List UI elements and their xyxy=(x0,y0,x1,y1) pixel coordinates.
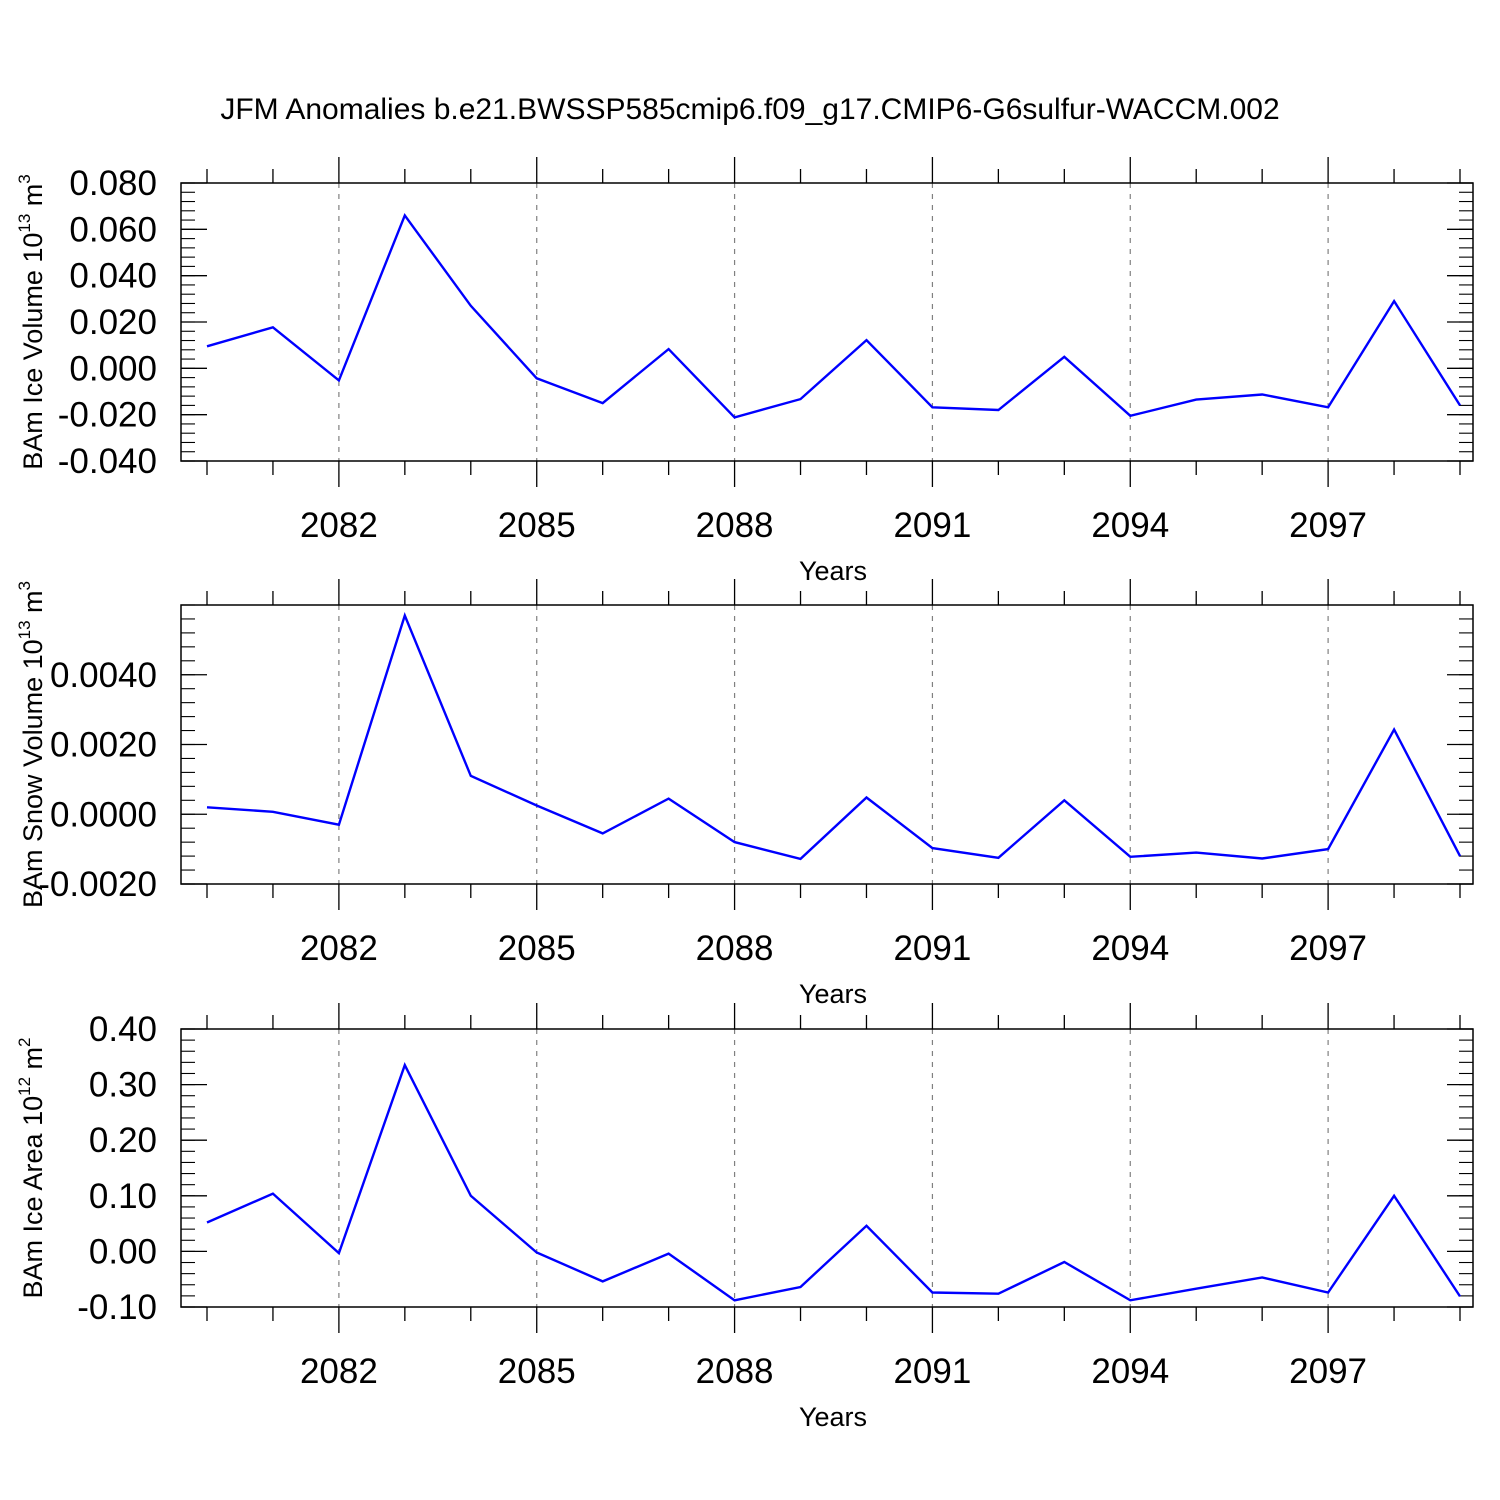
y-tick-label: -0.020 xyxy=(58,396,157,435)
x-tick-label: 2091 xyxy=(893,929,971,968)
x-tick-label: 2085 xyxy=(498,929,576,968)
x-tick-label: 2097 xyxy=(1289,1352,1367,1391)
y-tick-label: 0.30 xyxy=(89,1066,157,1105)
x-tick-label: 2091 xyxy=(893,506,971,545)
x-tick-label: 2094 xyxy=(1091,1352,1169,1391)
y-tick-label: 0.020 xyxy=(69,303,157,342)
y-tick-label: -0.10 xyxy=(77,1288,157,1327)
y-tick-label: 0.000 xyxy=(69,349,157,388)
y-tick-label: 0.0040 xyxy=(50,656,157,695)
y-tick-label: 0.20 xyxy=(89,1121,157,1160)
series-line xyxy=(206,611,1462,861)
y-axis-label: BAm Ice Area 1012 m2 xyxy=(15,1038,48,1299)
y-tick-label: -0.040 xyxy=(58,442,157,481)
x-tick-label: 2097 xyxy=(1289,506,1367,545)
y-tick-label: 0.060 xyxy=(69,210,157,249)
y-tick-label: 0.0000 xyxy=(50,795,157,834)
x-tick-label: 2088 xyxy=(696,1352,774,1391)
x-tick-label: 2082 xyxy=(300,1352,378,1391)
x-tick-label: 2094 xyxy=(1091,506,1169,545)
y-tick-label: 0.40 xyxy=(89,1010,157,1049)
series-line xyxy=(206,212,1462,419)
y-tick-label: 0.00 xyxy=(89,1232,157,1271)
x-tick-label: 2094 xyxy=(1091,929,1169,968)
plot-frame xyxy=(180,604,1474,885)
panel-2: -0.0020 0.0000 0.0020 0.0040 2082 2085 2088 209… xyxy=(15,579,1474,1009)
x-axis-label: Years xyxy=(799,979,867,1009)
figure-title: JFM Anomalies b.e21.BWSSP585cmip6.f09_g1… xyxy=(220,93,1279,126)
y-axis-label: BAm Ice Volume 1013 m3 xyxy=(15,174,48,470)
panel-1: -0.040 -0.020 0.000 0.020 0.040 0.060 0.080 208… xyxy=(15,157,1474,586)
y-tick-label: 0.080 xyxy=(69,164,157,203)
x-tick-label: 2088 xyxy=(696,506,774,545)
x-tick-label: 2088 xyxy=(696,929,774,968)
plot-frame xyxy=(180,1028,1474,1308)
x-tick-label: 2082 xyxy=(300,929,378,968)
y-tick-label: 0.10 xyxy=(89,1177,157,1216)
y-tick-label: 0.0020 xyxy=(50,726,157,765)
x-tick-label: 2085 xyxy=(498,506,576,545)
x-tick-label: 2097 xyxy=(1289,929,1367,968)
x-axis-label: Years xyxy=(799,1402,867,1432)
x-axis-label: Years xyxy=(799,556,867,586)
y-tick-label: -0.0020 xyxy=(38,865,157,904)
y-axis-label: BAm Snow Volume 1013 m3 xyxy=(15,581,48,908)
plot-frame xyxy=(180,182,1474,462)
x-tick-label: 2082 xyxy=(300,506,378,545)
y-tick-label: 0.040 xyxy=(69,257,157,296)
x-tick-label: 2085 xyxy=(498,1352,576,1391)
series-line xyxy=(206,1062,1462,1302)
panel-3: -0.10 0.00 0.10 0.20 0.30 0.40 2082 2085 2088 209… xyxy=(15,1003,1474,1432)
x-tick-label: 2091 xyxy=(893,1352,971,1391)
